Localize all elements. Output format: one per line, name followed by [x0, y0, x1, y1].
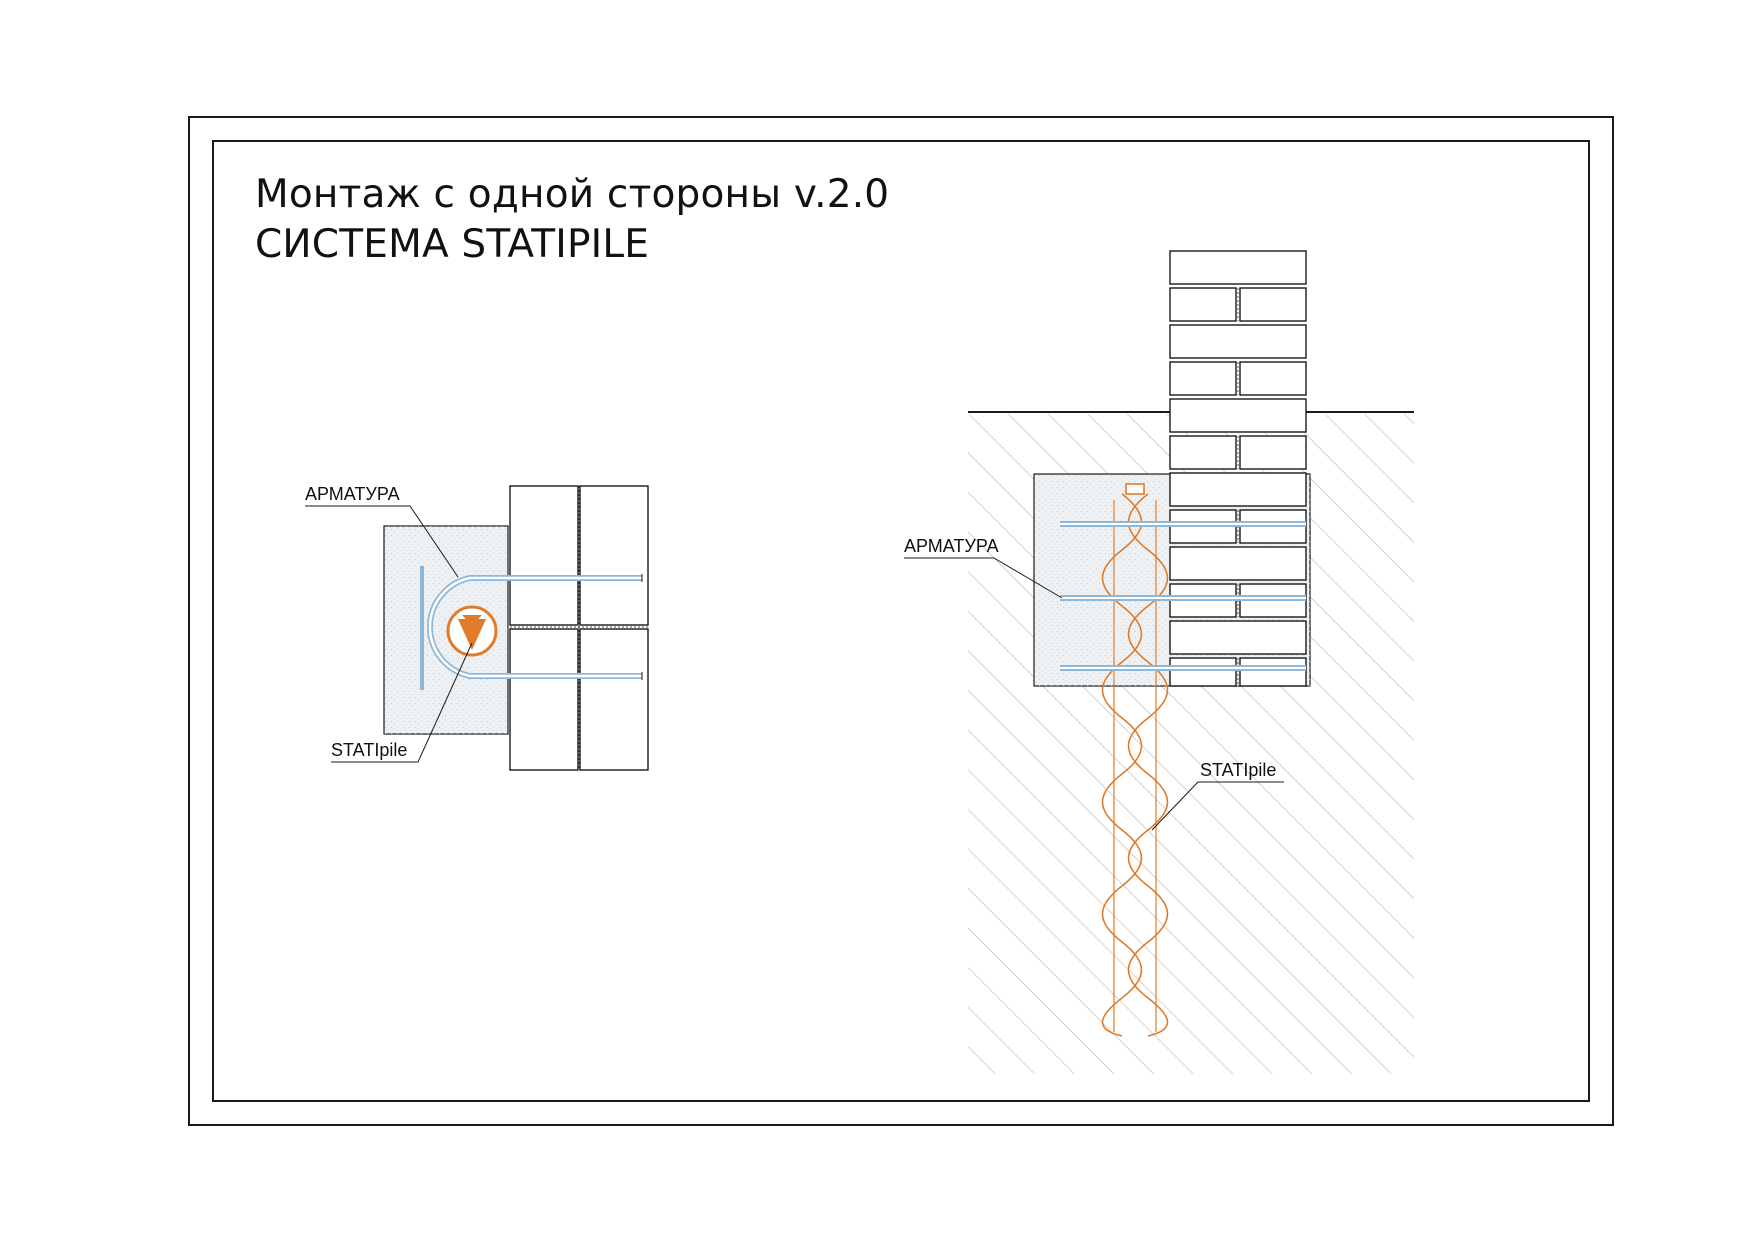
plan-statipile-section: [446, 605, 498, 657]
section-pile-label: STATIpile: [1200, 760, 1276, 780]
drawing-title-line-1: Монтаж с одной стороны v.2.0: [255, 172, 890, 217]
drawing-frame-inner: [212, 140, 1590, 1102]
section-rebar-leader: [904, 557, 1063, 599]
section-statipile: [1101, 483, 1169, 1037]
plan-brick: [579, 628, 649, 771]
plan-rebar-label: АРМАТУРА: [305, 484, 400, 504]
section-view: АРМАТУРА STATIpile: [904, 250, 1414, 1074]
section-pile-leader: [1151, 781, 1284, 831]
section-rebar-label: АРМАТУРА: [904, 536, 999, 556]
section-rebars: [1060, 521, 1306, 671]
plan-rebar-leader: [305, 505, 459, 578]
plan-brick: [579, 485, 649, 626]
plan-view: АРМАТУРА STATIpile: [305, 484, 649, 771]
drawing-frame-outer: [188, 116, 1614, 1126]
plan-brick: [509, 485, 579, 626]
brick-wall: [1169, 250, 1307, 687]
plan-pile-leader: [331, 642, 473, 763]
drawing-title-line-2: СИСТЕМА STATIPILE: [255, 222, 650, 267]
plan-brick: [509, 628, 579, 771]
plan-pile-label: STATIpile: [331, 740, 407, 760]
